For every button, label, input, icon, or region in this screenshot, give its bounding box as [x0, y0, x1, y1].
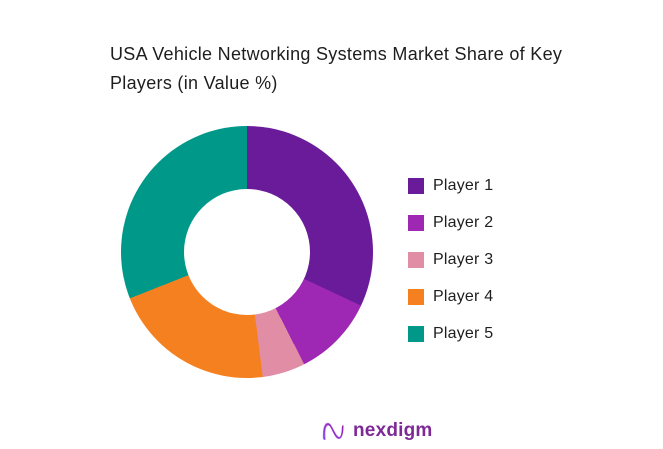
legend-item: Player 3: [408, 251, 493, 269]
donut-hole: [184, 189, 310, 315]
legend-label: Player 2: [433, 214, 494, 231]
legend-swatch-icon: [408, 178, 424, 194]
legend-item: Player 2: [408, 214, 493, 232]
legend-item: Player 5: [408, 325, 493, 343]
nexdigm-wordmark: nexdigm: [353, 419, 433, 441]
legend-swatch-icon: [408, 215, 424, 231]
legend-label: Player 4: [433, 288, 494, 305]
legend-swatch-icon: [408, 326, 424, 342]
legend-label: Player 1: [433, 177, 494, 194]
donut-chart: [121, 126, 373, 378]
legend: Player 1 Player 2 Player 3 Player 4 Play…: [408, 177, 493, 343]
legend-label: Player 5: [433, 325, 494, 342]
legend-item: Player 4: [408, 288, 493, 306]
legend-item: Player 1: [408, 177, 493, 195]
brand-logo: nexdigm: [320, 417, 433, 444]
legend-swatch-icon: [408, 289, 424, 305]
chart-title: USA Vehicle Networking Systems Market Sh…: [110, 44, 563, 93]
legend-swatch-icon: [408, 252, 424, 268]
legend-label: Player 3: [433, 251, 494, 268]
nexdigm-logo-icon: [322, 422, 344, 441]
